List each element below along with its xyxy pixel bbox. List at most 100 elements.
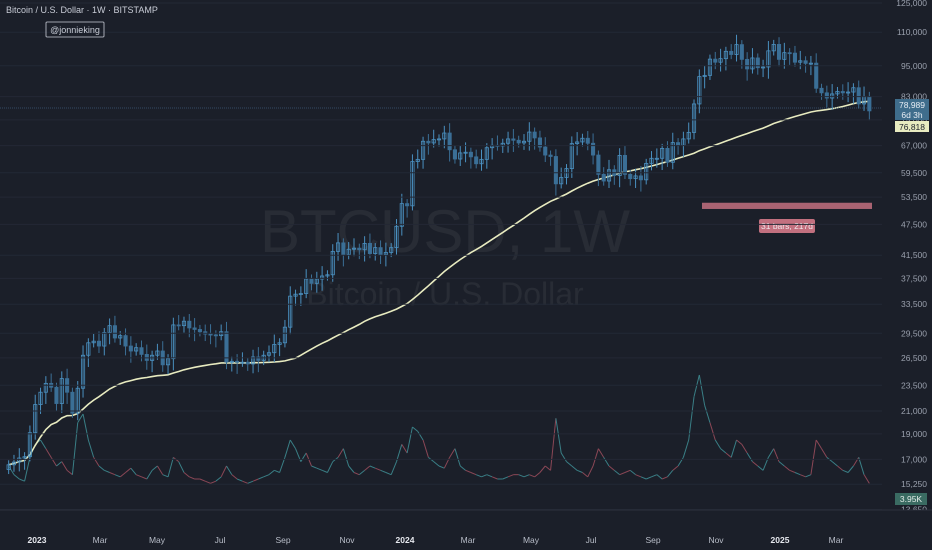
volume-segment [502,476,509,480]
price-axis[interactable] [882,0,932,510]
candle [750,48,755,74]
candle [240,352,245,367]
volume-segment [300,452,307,462]
candle [293,289,298,306]
volume-segment [45,448,52,458]
volume-segment [19,478,25,482]
candle [851,83,856,104]
volume-segment [539,465,546,473]
range-box[interactable] [701,202,872,209]
volume-segment [821,448,828,458]
candle [43,376,48,404]
candle [107,318,112,345]
candle [543,137,548,163]
candle [649,151,654,171]
volume-segment [624,469,631,473]
volume-segment [8,465,15,475]
candle [745,52,750,81]
candle [224,321,229,370]
volume-segment [476,474,482,478]
candle [787,48,792,65]
candle [357,243,362,260]
candle [776,37,782,67]
volume-segment [831,461,838,467]
candle [415,149,420,169]
volume-segment [667,470,674,478]
volume-segment [337,448,344,458]
volume-segment [582,472,589,478]
volume-segment [401,444,408,454]
candle [330,244,335,282]
watermark-name: Bitcoin / U.S. Dollar [306,276,584,312]
y-tick-label: 17,000 [901,454,927,464]
volume-segment [104,469,110,473]
candle [27,425,32,462]
candle [288,286,293,335]
volume-segment [704,405,711,423]
range-label-badge [758,218,815,233]
price-label-badge [895,98,929,110]
volume-segment [77,413,84,423]
volume-segment [220,465,227,478]
candle [426,134,431,155]
volume-segment [720,448,727,454]
volume-segment [130,467,137,475]
volume-segment [156,465,164,475]
candle [660,143,665,171]
volume-segment [215,476,222,482]
candle [447,123,452,162]
volume-segment [13,474,20,480]
candle [383,242,388,267]
volume-segment [167,457,174,477]
volume-segment [608,465,615,471]
candle [697,69,702,114]
candle [468,147,473,169]
volume-segment [396,444,403,462]
volume-segment [40,439,47,449]
candle [766,41,771,79]
volume-segment [837,465,844,471]
volume-segment [135,474,142,478]
candle [782,42,787,69]
volume-segment [24,457,31,482]
volume-segment [454,448,461,467]
candle [351,238,357,257]
candle [373,243,378,261]
candle [102,327,107,356]
y-tick-label: 23,500 [901,380,927,390]
volume-segment [646,476,652,480]
candle [622,145,627,179]
volume-segment [518,474,525,478]
candle [559,167,564,189]
candle [399,193,404,236]
x-tick-label: Sep [275,535,290,545]
volume-segment [342,448,350,467]
x-tick-label: 2023 [28,535,47,545]
candle [601,167,606,186]
y-tick-label: 19,000 [901,429,927,439]
candle [38,387,43,414]
time-axis[interactable] [0,510,932,550]
range-label: 31 bars, 217d [761,221,813,231]
price-label: 76,818 [899,122,925,132]
volume-segment [231,474,238,480]
x-tick-label: Jul [586,535,597,545]
candle [686,122,691,144]
x-tick-label: Sep [645,535,660,545]
volume-segment [263,474,270,478]
candle [761,59,766,78]
volume-segment [369,465,376,469]
volume-segment [326,461,334,473]
ma-line [8,100,870,466]
y-tick-label: 125,000 [896,0,927,8]
candle [155,343,160,360]
volume-segment [491,476,498,480]
y-tick-label: 41,500 [901,250,927,260]
volume-segment [56,461,63,467]
x-tick-label: 2025 [771,535,790,545]
volume-segment [189,476,195,480]
candle [617,148,622,188]
volume-pane [8,374,870,484]
volume-segment [523,474,530,478]
